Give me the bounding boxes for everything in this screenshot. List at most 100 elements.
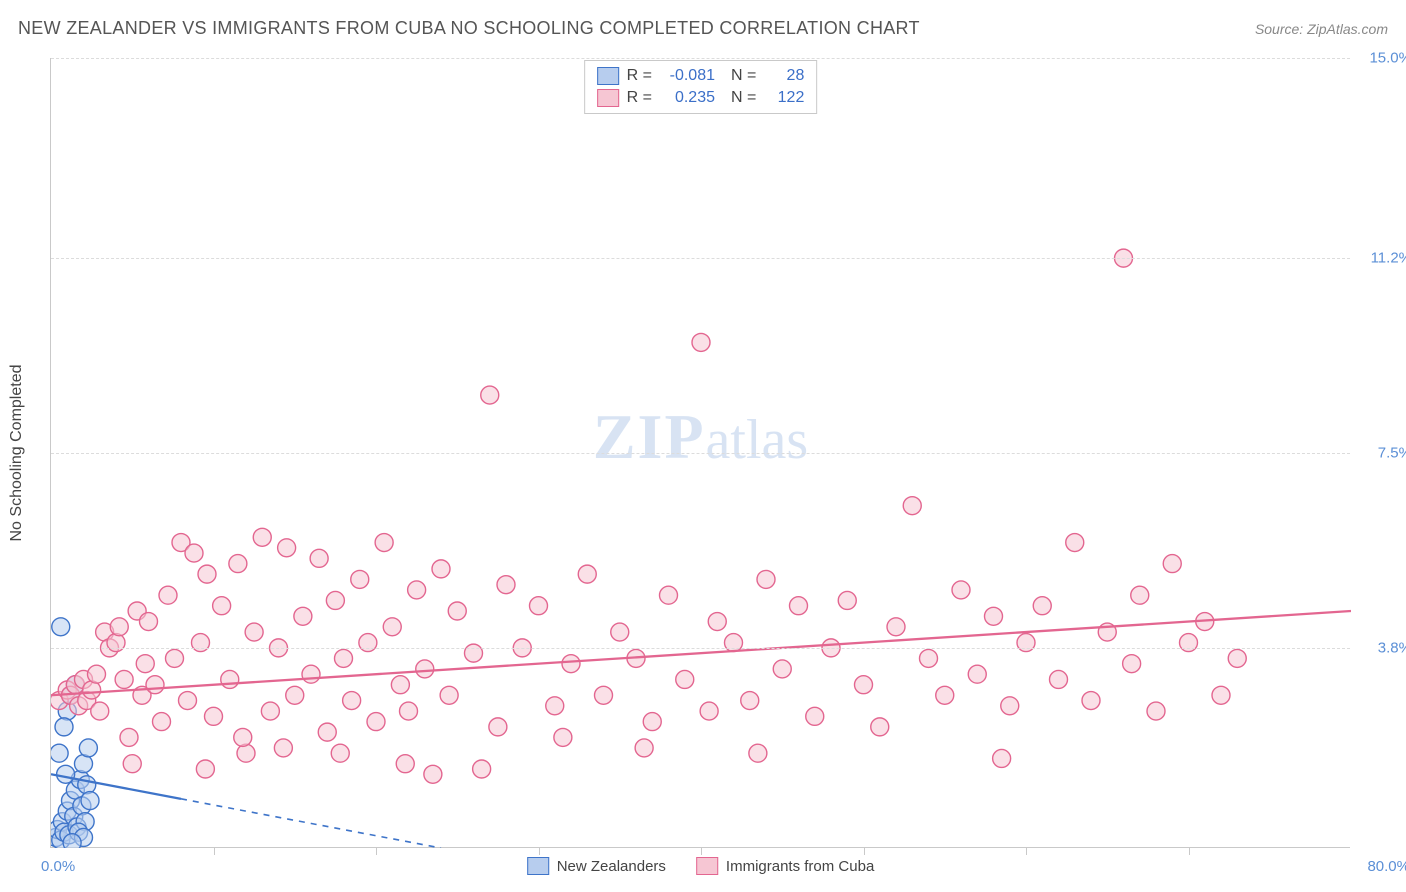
trend-line-solid: [51, 774, 181, 799]
scatter-point: [1050, 670, 1068, 688]
scatter-point: [75, 670, 93, 688]
scatter-point: [60, 826, 78, 844]
y-tick-label: 11.2%: [1357, 250, 1406, 267]
scatter-point: [81, 792, 99, 810]
scatter-point: [481, 386, 499, 404]
scatter-point: [88, 665, 106, 683]
scatter-point: [229, 555, 247, 573]
scatter-point: [253, 528, 271, 546]
scatter-point: [115, 670, 133, 688]
n-label: N =: [731, 89, 756, 107]
n-value: 122: [764, 89, 804, 107]
scatter-point: [261, 702, 279, 720]
x-origin-label: 0.0%: [41, 858, 75, 875]
scatter-point: [51, 828, 65, 846]
y-gridline: [51, 58, 1350, 59]
scatter-point: [400, 702, 418, 720]
scatter-point: [96, 623, 114, 641]
legend-label: New Zealanders: [557, 858, 666, 875]
scatter-point: [375, 534, 393, 552]
scatter-point: [546, 697, 564, 715]
legend-swatch: [696, 857, 718, 875]
scatter-point: [278, 539, 296, 557]
x-tick: [1026, 847, 1027, 855]
scatter-point: [497, 576, 515, 594]
scatter-point: [55, 823, 73, 841]
scatter-point: [1180, 634, 1198, 652]
scatter-point: [1123, 655, 1141, 673]
scatter-point: [71, 771, 89, 789]
x-tick: [701, 847, 702, 855]
scatter-point: [660, 586, 678, 604]
scatter-point: [198, 565, 216, 583]
scatter-point: [159, 586, 177, 604]
stats-legend: R =-0.081N =28R =0.235N =122: [584, 60, 818, 114]
scatter-point: [855, 676, 873, 694]
scatter-point: [286, 686, 304, 704]
scatter-point: [773, 660, 791, 678]
scatter-point: [326, 591, 344, 609]
scatter-point: [1082, 692, 1100, 710]
scatter-point: [367, 713, 385, 731]
scatter-point: [51, 821, 67, 839]
scatter-point: [91, 702, 109, 720]
scatter-point: [473, 760, 491, 778]
scatter-point: [1001, 697, 1019, 715]
scatter-point: [107, 634, 125, 652]
scatter-point: [302, 665, 320, 683]
scatter-point: [1228, 649, 1246, 667]
r-label: R =: [627, 67, 652, 85]
scatter-point: [140, 613, 158, 631]
scatter-point: [725, 634, 743, 652]
scatter-point: [1163, 555, 1181, 573]
scatter-point: [757, 570, 775, 588]
legend-item: Immigrants from Cuba: [696, 857, 874, 875]
scatter-point: [53, 813, 71, 831]
x-tick: [376, 847, 377, 855]
scatter-point: [708, 613, 726, 631]
scatter-point: [1212, 686, 1230, 704]
scatter-point: [205, 707, 223, 725]
scatter-point: [871, 718, 889, 736]
scatter-point: [62, 686, 80, 704]
scatter-point: [1196, 613, 1214, 631]
scatter-point: [136, 655, 154, 673]
scatter-point: [213, 597, 231, 615]
x-tick: [539, 847, 540, 855]
scatter-point: [635, 739, 653, 757]
scatter-point: [68, 818, 86, 836]
legend-swatch: [597, 67, 619, 85]
scatter-point: [806, 707, 824, 725]
source-link[interactable]: ZipAtlas.com: [1307, 21, 1388, 37]
scatter-point: [83, 681, 101, 699]
scatter-point: [643, 713, 661, 731]
scatter-point: [359, 634, 377, 652]
scatter-point: [318, 723, 336, 741]
scatter-point: [51, 744, 68, 762]
scatter-point: [123, 755, 141, 773]
scatter-point: [172, 534, 190, 552]
y-axis-label: No Schooling Completed: [8, 364, 26, 541]
scatter-point: [432, 560, 450, 578]
scatter-point: [78, 776, 96, 794]
legend-item: New Zealanders: [527, 857, 666, 875]
scatter-point: [692, 333, 710, 351]
y-tick-label: 3.8%: [1357, 639, 1406, 656]
y-gridline: [51, 258, 1350, 259]
scatter-point: [63, 834, 81, 848]
watermark-zip: ZIP: [593, 401, 706, 472]
scatter-point: [274, 739, 292, 757]
trend-line: [51, 611, 1351, 695]
scatter-point: [185, 544, 203, 562]
watermark-atlas: atlas: [706, 409, 809, 471]
scatter-point: [76, 813, 94, 831]
scatter-point: [70, 697, 88, 715]
scatter-point: [920, 649, 938, 667]
legend-swatch: [597, 89, 619, 107]
scatter-point: [62, 792, 80, 810]
scatter-point: [968, 665, 986, 683]
scatter-point: [790, 597, 808, 615]
scatter-point: [554, 728, 572, 746]
scatter-point: [221, 670, 239, 688]
scatter-point: [741, 692, 759, 710]
